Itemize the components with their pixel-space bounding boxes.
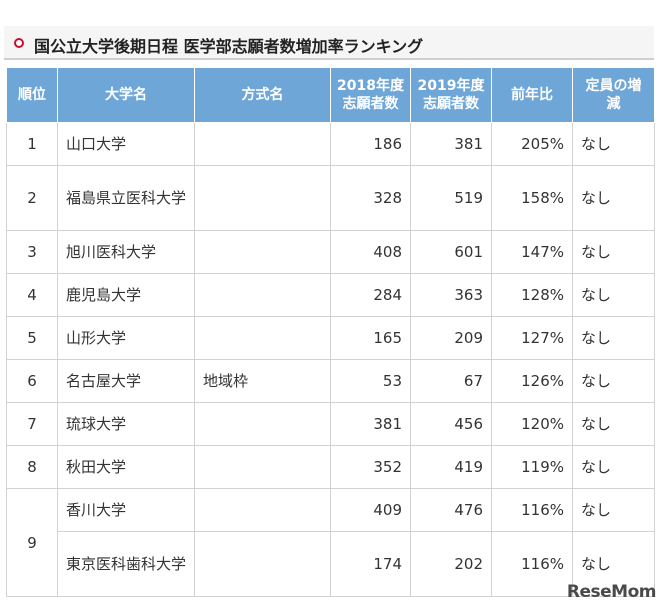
header-ratio: 前年比 bbox=[491, 67, 573, 123]
cell-university: 山口大学 bbox=[57, 122, 195, 166]
cell-2019: 601 bbox=[410, 230, 492, 274]
cell-university: 福島県立医科大学 bbox=[57, 165, 195, 231]
ranking-table: 順位 大学名 方式名 2018年度 志願者数 2019年度 志願者数 前年比 定員の… bbox=[6, 67, 655, 597]
cell-rank: 2 bbox=[6, 165, 58, 231]
table-row: 8 秋田大学 352 419 119% なし bbox=[6, 445, 655, 489]
cell-quota: なし bbox=[572, 531, 655, 597]
table-row: 9 香川大学 409 476 116% なし bbox=[6, 488, 655, 597]
cell-2018: 53 bbox=[330, 359, 411, 403]
cell-quota: なし bbox=[572, 359, 655, 403]
cell-quota: なし bbox=[572, 488, 655, 532]
header-rank: 順位 bbox=[6, 67, 58, 123]
cell-2018: 328 bbox=[330, 165, 411, 231]
cell-method bbox=[194, 445, 331, 489]
cell-university: 旭川医科大学 bbox=[57, 230, 195, 274]
cell-2018: 165 bbox=[330, 316, 411, 360]
cell-quota: なし bbox=[572, 165, 655, 231]
cell-2018: 408 bbox=[330, 230, 411, 274]
header-2018-line1: 2018年度 bbox=[337, 78, 404, 94]
cell-method bbox=[194, 531, 331, 597]
cell-ratio: 205% bbox=[491, 122, 573, 166]
cell-2019: 519 bbox=[410, 165, 492, 231]
cell-method bbox=[194, 122, 331, 166]
cell-rank: 7 bbox=[6, 402, 58, 446]
cell-rank: 5 bbox=[6, 316, 58, 360]
cell-ratio: 147% bbox=[491, 230, 573, 274]
cell-2019: 419 bbox=[410, 445, 492, 489]
cell-method bbox=[194, 165, 331, 231]
header-university: 大学名 bbox=[57, 67, 195, 123]
cell-2019: 456 bbox=[410, 402, 492, 446]
cell-ratio: 116% bbox=[491, 488, 573, 532]
cell-university: 香川大学 bbox=[57, 488, 195, 532]
cell-university: 山形大学 bbox=[57, 316, 195, 360]
header-quota-change: 定員の増減 bbox=[572, 67, 655, 123]
cell-2019: 209 bbox=[410, 316, 492, 360]
table-row: 4 鹿児島大学 284 363 128% なし bbox=[6, 273, 655, 317]
cell-quota: なし bbox=[572, 230, 655, 274]
cell-ratio: 119% bbox=[491, 445, 573, 489]
cell-2018: 174 bbox=[330, 531, 411, 597]
cell-rank: 8 bbox=[6, 445, 58, 489]
cell-university: 琉球大学 bbox=[57, 402, 195, 446]
cell-rank: 3 bbox=[6, 230, 58, 274]
cell-2019: 363 bbox=[410, 273, 492, 317]
table-header-row: 順位 大学名 方式名 2018年度 志願者数 2019年度 志願者数 前年比 定員の… bbox=[6, 67, 655, 123]
cell-ratio: 116% bbox=[491, 531, 573, 597]
cell-method: 地域枠 bbox=[194, 359, 331, 403]
cell-university: 東京医科歯科大学 bbox=[57, 531, 195, 597]
cell-university: 秋田大学 bbox=[57, 445, 195, 489]
cell-2019: 202 bbox=[410, 531, 492, 597]
header-2019-applicants: 2019年度 志願者数 bbox=[410, 67, 492, 123]
header-2018-applicants: 2018年度 志願者数 bbox=[330, 67, 411, 123]
header-quota-line1: 定員の増 bbox=[585, 78, 642, 94]
table-row: 2 福島県立医科大学 328 519 158% なし bbox=[6, 165, 655, 231]
table-row: 5 山形大学 165 209 127% なし bbox=[6, 316, 655, 360]
header-method: 方式名 bbox=[194, 67, 331, 123]
cell-ratio: 128% bbox=[491, 273, 573, 317]
cell-ratio: 127% bbox=[491, 316, 573, 360]
cell-2018: 186 bbox=[330, 122, 411, 166]
page-title: 国公立大学後期日程 医学部志願者数増加率ランキング bbox=[34, 37, 424, 56]
header-quota-line2: 減 bbox=[606, 96, 621, 112]
cell-university: 名古屋大学 bbox=[57, 359, 195, 403]
circle-bullet-icon bbox=[14, 38, 24, 48]
cell-quota: なし bbox=[572, 316, 655, 360]
table-row: 6 名古屋大学 地域枠 53 67 126% なし bbox=[6, 359, 655, 403]
cell-ratio: 126% bbox=[491, 359, 573, 403]
cell-rank: 1 bbox=[6, 122, 58, 166]
cell-2018: 352 bbox=[330, 445, 411, 489]
cell-quota: なし bbox=[572, 273, 655, 317]
cell-rank: 4 bbox=[6, 273, 58, 317]
cell-2018: 284 bbox=[330, 273, 411, 317]
cell-method bbox=[194, 316, 331, 360]
header-2019-line1: 2019年度 bbox=[417, 78, 485, 94]
cell-quota: なし bbox=[572, 122, 655, 166]
cell-2019: 381 bbox=[410, 122, 492, 166]
cell-quota: なし bbox=[572, 445, 655, 489]
cell-method bbox=[194, 230, 331, 274]
header-2018-line2: 志願者数 bbox=[342, 96, 399, 112]
title-bar: 国公立大学後期日程 医学部志願者数増加率ランキング bbox=[4, 26, 654, 60]
cell-university: 鹿児島大学 bbox=[57, 273, 195, 317]
header-2019-line2: 志願者数 bbox=[423, 96, 479, 112]
resemom-logo: ReseMom bbox=[566, 582, 657, 602]
cell-quota: なし bbox=[572, 402, 655, 446]
cell-method bbox=[194, 488, 331, 532]
cell-rank: 6 bbox=[6, 359, 58, 403]
cell-rank: 9 bbox=[6, 488, 58, 597]
cell-2018: 409 bbox=[330, 488, 411, 532]
cell-2019: 476 bbox=[410, 488, 492, 532]
cell-ratio: 120% bbox=[491, 402, 573, 446]
table-row: 1 山口大学 186 381 205% なし bbox=[6, 122, 655, 166]
table-row: 東京医科歯科大学 174 202 116% なし bbox=[7, 531, 655, 597]
table-row: 3 旭川医科大学 408 601 147% なし bbox=[6, 230, 655, 274]
cell-2018: 381 bbox=[330, 402, 411, 446]
table-row: 7 琉球大学 381 456 120% なし bbox=[6, 402, 655, 446]
cell-method bbox=[194, 402, 331, 446]
cell-method bbox=[194, 273, 331, 317]
cell-ratio: 158% bbox=[491, 165, 573, 231]
cell-2019: 67 bbox=[410, 359, 492, 403]
